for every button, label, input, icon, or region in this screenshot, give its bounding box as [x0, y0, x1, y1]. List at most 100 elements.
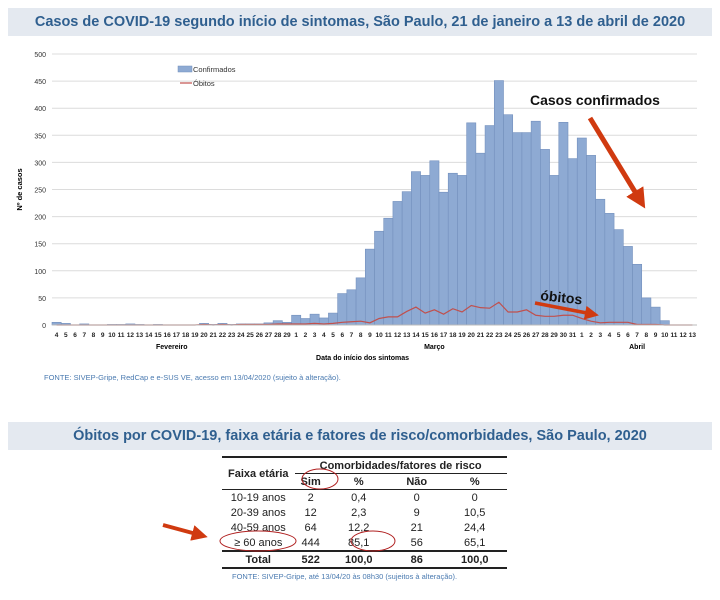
bar-confirmados [438, 191, 449, 326]
bar-confirmados [558, 121, 569, 326]
bar-confirmados [586, 155, 596, 326]
col-group-header: Comorbidades/fatores de risco [294, 457, 507, 474]
bar-confirmados [346, 289, 357, 326]
x-tick-label: 15 [154, 332, 162, 339]
cell: 12 [304, 506, 317, 519]
x-tick-label: 17 [173, 332, 181, 339]
x-tick-label: 13 [689, 332, 697, 339]
bar-confirmados [392, 201, 403, 326]
x-tick-label: 16 [431, 332, 439, 339]
x-tick-label: 4 [608, 332, 612, 339]
bar-confirmados [429, 160, 440, 326]
x-tick-label: 29 [283, 332, 291, 339]
x-tick-label: 3 [313, 332, 317, 339]
x-tick-label: 19 [191, 332, 199, 339]
y-tick-label: 100 [34, 269, 46, 276]
x-tick-label: 6 [73, 332, 77, 339]
bar-confirmados [549, 175, 560, 326]
bar-confirmados [411, 171, 421, 326]
x-tick-label: 31 [569, 332, 577, 339]
y-tick-label: 0 [42, 323, 46, 330]
bar-confirmados [447, 172, 458, 326]
table-source: FONTE: SIVEP-Gripe, até 13/04/20 às 08h3… [232, 572, 458, 581]
x-tick-label: 26 [523, 332, 531, 339]
cell: ≥ 60 anos [234, 536, 283, 549]
x-tick-label: 5 [331, 332, 335, 339]
bar-confirmados [457, 175, 467, 326]
month-label: Março [424, 344, 445, 351]
bar-confirmados [540, 149, 550, 326]
x-tick-label: 20 [468, 332, 476, 339]
chart-title: Casos de COVID-19 segundo início de sint… [8, 8, 712, 36]
x-tick-label: 11 [118, 332, 125, 339]
x-tick-label: 25 [246, 332, 254, 339]
y-tick-label: 300 [34, 160, 46, 167]
x-tick-label: 29 [551, 332, 559, 339]
bar-confirmados [364, 248, 375, 326]
y-axis-label: Nº de casos [15, 168, 24, 210]
month-label: Fevereiro [156, 344, 188, 351]
x-tick-label: 14 [412, 332, 420, 339]
x-tick-label: 28 [541, 332, 549, 339]
cell: 522 [294, 550, 327, 569]
table-row: 20-39 anos 12 2,3 9 10,5 [222, 505, 507, 520]
x-tick-label: 15 [422, 332, 430, 339]
x-tick-label: 10 [108, 332, 116, 339]
x-axis-label: Data do início dos sintomas [316, 355, 409, 362]
cell: Total [222, 550, 295, 569]
x-tick-label: 24 [504, 332, 512, 339]
y-tick-label: 400 [34, 106, 46, 113]
x-tick-label: 7 [350, 332, 354, 339]
x-tick-label: 17 [440, 332, 448, 339]
cell: 0,4 [351, 491, 367, 504]
month-label: Abril [629, 344, 645, 351]
x-tick-label: 18 [449, 332, 457, 339]
bar-confirmados [650, 306, 661, 326]
bar-confirmados [466, 122, 477, 326]
x-tick-label: 23 [228, 332, 236, 339]
legend-swatch-confirmados [177, 65, 193, 73]
x-tick-label: 30 [560, 332, 568, 339]
table-total-row: Total 522 100,0 86 100,0 [222, 550, 507, 569]
table-row: 40-59 anos 64 12,2 21 24,4 [222, 520, 507, 535]
deaths-table: Faixa etária Comorbidades/fatores de ris… [222, 456, 507, 569]
x-tick-label: 27 [265, 332, 273, 339]
x-tick-label: 6 [626, 332, 630, 339]
x-tick-label: 14 [145, 332, 153, 339]
x-tick-label: 9 [654, 332, 658, 339]
x-tick-label: 7 [635, 332, 639, 339]
cell: 65,1 [464, 536, 486, 549]
bar-confirmados [401, 191, 412, 326]
bar-confirmados [613, 229, 624, 326]
x-tick-label: 9 [368, 332, 372, 339]
x-tick-label: 27 [532, 332, 540, 339]
y-tick-label: 50 [38, 296, 46, 303]
bar-confirmados [512, 132, 523, 326]
x-tick-label: 7 [82, 332, 86, 339]
x-tick-label: 22 [486, 332, 494, 339]
x-tick-label: 8 [359, 332, 363, 339]
x-tick-label: 4 [322, 332, 326, 339]
col-nao: Não [406, 475, 428, 488]
bar-confirmados [337, 293, 348, 326]
x-tick-label: 10 [661, 332, 669, 339]
x-tick-label: 22 [219, 332, 227, 339]
x-tick-label: 8 [645, 332, 649, 339]
x-tick-label: 26 [256, 332, 264, 339]
x-tick-label: 19 [458, 332, 466, 339]
x-tick-label: 8 [92, 332, 96, 339]
cell: 0 [471, 491, 478, 504]
x-tick-label: 12 [394, 332, 402, 339]
cell: 0 [413, 491, 420, 504]
x-tick-label: 2 [304, 332, 308, 339]
x-tick-label: 16 [164, 332, 172, 339]
cell: 24,4 [464, 521, 486, 534]
bar-confirmados [503, 114, 514, 326]
table-row: ≥ 60 anos 444 85,1 56 65,1 [222, 535, 507, 551]
table-row: 10-19 anos 2 0,4 0 0 [222, 489, 507, 506]
bar-confirmados [383, 217, 394, 326]
bar-confirmados [484, 125, 495, 326]
col-pct-nao: % [469, 475, 480, 488]
x-tick-label: 5 [617, 332, 621, 339]
y-tick-label: 250 [34, 188, 46, 195]
